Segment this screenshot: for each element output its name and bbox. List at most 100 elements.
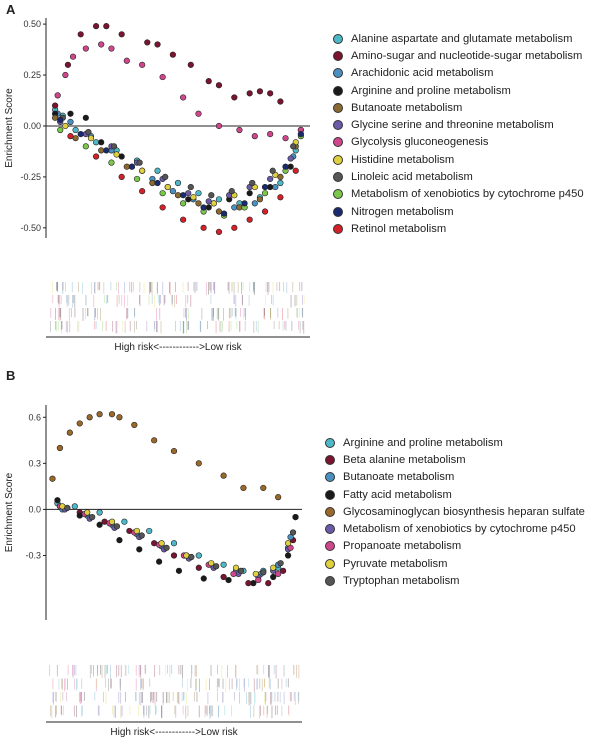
legend-item: Butanoate metabolism <box>325 469 585 486</box>
data-point <box>89 514 96 521</box>
data-point <box>251 200 258 207</box>
legend-label: Metabolism of xenobiotics by cytochrome … <box>343 523 576 536</box>
data-point <box>133 175 141 183</box>
data-point <box>187 61 194 68</box>
data-point <box>287 163 294 170</box>
data-point <box>92 23 100 30</box>
y-tick-label: -0.25 <box>20 172 41 182</box>
data-point <box>103 23 110 30</box>
data-point <box>170 540 178 547</box>
data-point <box>159 73 166 81</box>
y-tick-label: 0.3 <box>28 458 41 468</box>
series-2 <box>52 23 284 109</box>
data-point <box>136 546 143 553</box>
data-point <box>220 472 227 479</box>
data-point <box>205 198 212 205</box>
data-point <box>96 521 103 528</box>
data-point <box>289 529 297 536</box>
series-8 <box>59 503 292 578</box>
data-point <box>241 200 248 207</box>
data-point <box>180 200 187 207</box>
legend-label: Alanine aspartate and glutamate metaboli… <box>351 32 573 45</box>
data-point <box>200 575 207 582</box>
data-point <box>98 139 105 146</box>
legend-label: Butanoate metabolism <box>343 471 455 484</box>
data-point <box>200 224 207 231</box>
data-point <box>180 94 187 101</box>
data-point <box>98 41 105 48</box>
legend-item: Glycolysis gluconeogenesis <box>333 134 584 151</box>
legend-label: Arginine and proline metabolism <box>343 436 503 449</box>
legend-swatch <box>325 558 335 569</box>
data-point <box>82 114 89 121</box>
data-point <box>123 57 130 64</box>
data-point <box>162 173 169 180</box>
legend-item: Glycosaminoglycan biosynthesis heparan s… <box>325 503 585 520</box>
data-point <box>139 188 146 195</box>
data-point <box>49 475 56 482</box>
data-point <box>231 204 238 211</box>
panel-label-a: A <box>6 2 16 17</box>
data-point <box>136 159 143 166</box>
panel-label-b: B <box>6 368 16 383</box>
legend-swatch <box>325 489 335 500</box>
legend-label: Arachidonic acid metabolism <box>351 67 494 80</box>
data-point <box>103 147 110 154</box>
data-point <box>195 552 202 559</box>
data-point <box>62 71 69 79</box>
data-point <box>185 190 192 197</box>
data-point <box>284 552 292 559</box>
panel-b: B 0.6 0.3 0.0 -0.3 Enrichment Score High risk… <box>0 365 608 739</box>
data-point <box>77 131 84 138</box>
data-point <box>108 45 115 52</box>
data-point <box>260 484 267 492</box>
data-point <box>220 561 227 568</box>
data-point <box>282 135 289 142</box>
legend-swatch <box>333 223 343 234</box>
data-point <box>123 163 130 170</box>
series-2 <box>56 503 297 587</box>
legend-item: Nitrogen metabolism <box>333 203 584 220</box>
legend-swatch <box>333 33 343 44</box>
data-point <box>170 552 178 559</box>
legend-label: Metabolism of xenobiotics by cytochrome … <box>351 188 584 201</box>
data-point <box>215 228 223 235</box>
data-point <box>52 102 59 109</box>
data-point <box>269 167 276 174</box>
series-9 <box>64 504 297 576</box>
series-12 <box>67 133 299 235</box>
data-point <box>215 196 223 203</box>
legend-swatch <box>325 541 335 552</box>
legend-a: Alanine aspartate and glutamate metaboli… <box>333 30 584 238</box>
data-point <box>158 540 165 547</box>
data-point <box>195 564 202 571</box>
legend-item: Alanine aspartate and glutamate metaboli… <box>333 30 584 47</box>
legend-swatch <box>325 524 335 535</box>
data-point <box>256 196 264 203</box>
data-point <box>62 122 69 130</box>
data-point <box>246 90 253 97</box>
data-point <box>131 421 138 429</box>
data-point <box>231 224 238 231</box>
legend-swatch <box>325 454 335 465</box>
legend-label: Glycolysis gluconeogenesis <box>351 136 489 149</box>
data-point <box>82 45 89 52</box>
data-point <box>280 567 287 574</box>
data-point <box>231 94 238 101</box>
data-point <box>98 147 105 154</box>
legend-item: Arginine and proline metabolism <box>325 434 585 451</box>
data-point <box>146 527 153 535</box>
data-point <box>215 82 223 89</box>
legend-label: Retinol metabolism <box>351 222 447 235</box>
legend-item: Metabolism of xenobiotics by cytochrome … <box>325 520 585 537</box>
data-point <box>108 159 115 166</box>
data-point <box>205 78 212 85</box>
legend-item: Amino-sugar and nucleotide-sugar metabol… <box>333 47 584 64</box>
y-tick-label: 0.6 <box>28 412 41 422</box>
legend-swatch <box>333 172 343 183</box>
legend-label: Arginine and proline metabolism <box>351 84 511 97</box>
data-point <box>215 208 223 215</box>
series-7 <box>54 41 304 142</box>
data-point <box>154 179 161 187</box>
data-point <box>260 569 267 576</box>
